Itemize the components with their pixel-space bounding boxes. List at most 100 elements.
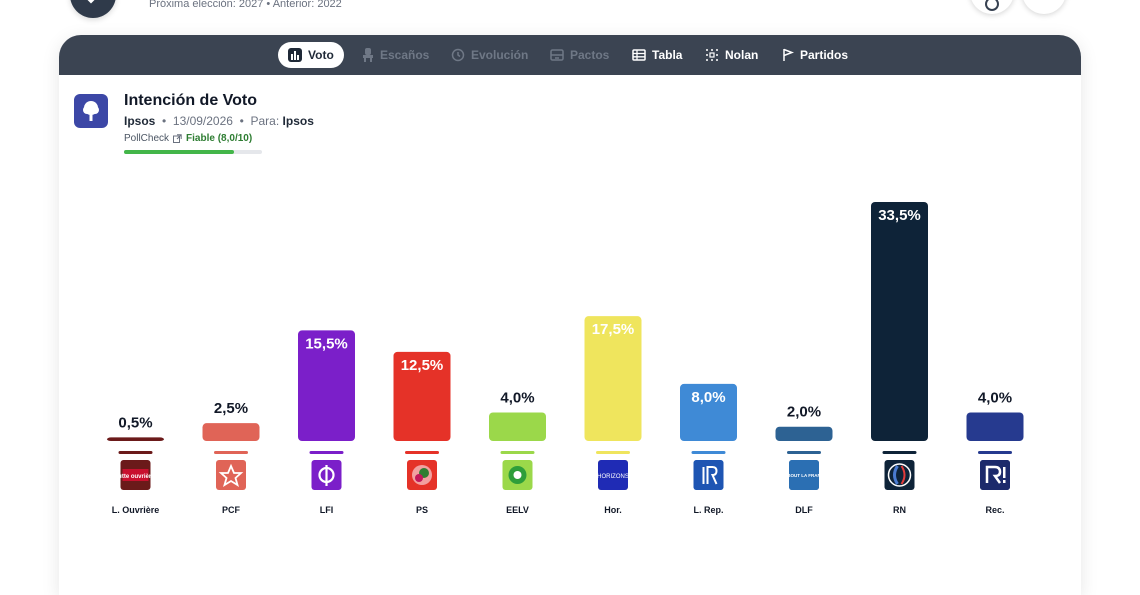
party-color-line <box>882 451 917 454</box>
les-republicains-logo-icon[interactable] <box>693 460 724 490</box>
external-link-icon[interactable] <box>173 134 182 143</box>
ps-rose-logo-icon[interactable] <box>407 460 437 490</box>
bar-5[interactable] <box>584 316 642 441</box>
gear-icon <box>985 0 999 11</box>
pcf-star-logo-icon[interactable] <box>216 460 246 490</box>
bar-4[interactable] <box>489 412 546 441</box>
bar-9[interactable] <box>966 412 1024 441</box>
reconquete-logo-icon[interactable] <box>980 460 1010 490</box>
bar-0[interactable] <box>107 437 164 441</box>
party-color-line <box>691 451 726 454</box>
lutte-ouvriere-logo-icon[interactable]: lutte ouvrière <box>116 460 155 490</box>
party-color-line <box>978 451 1012 454</box>
app-logo[interactable] <box>70 0 116 18</box>
for-value: Ipsos <box>282 114 314 128</box>
bar-3[interactable] <box>393 351 451 441</box>
meta-separator: • <box>162 114 167 128</box>
category-label: PCF <box>222 505 241 515</box>
bar-7[interactable] <box>775 426 833 441</box>
pollcheck-link[interactable]: PollCheck <box>124 133 170 144</box>
party-color-line <box>405 451 439 454</box>
tab-label: Partidos <box>800 48 849 62</box>
category-label: RN <box>893 505 906 515</box>
party-color-line <box>787 451 821 454</box>
bar-value-label: 15,5% <box>305 335 348 352</box>
bar-value-label: 0,5% <box>118 414 152 431</box>
bar-value-label: 33,5% <box>878 207 921 224</box>
app-header: Próxima elección: 2027 • Anterior: 2022 <box>0 0 1140 34</box>
tab-evolucion[interactable]: Evolución <box>441 42 538 68</box>
poll-meta: Ipsos • 13/09/2026 • Para: Ipsos <box>124 114 314 128</box>
eelv-logo-icon[interactable] <box>502 460 533 490</box>
category-label: Hor. <box>604 505 622 515</box>
bar-8[interactable] <box>871 202 928 441</box>
tab-tabla[interactable]: Tabla <box>622 42 692 68</box>
poll-date: 13/09/2026 <box>172 114 233 128</box>
tab-pactos[interactable]: Pactos <box>540 42 619 68</box>
bar-chart-icon <box>288 48 302 62</box>
bar-2[interactable] <box>298 330 355 441</box>
category-label: DLF <box>795 505 813 515</box>
poll-card: Voto Escaños Evolución Pactos Tabla <box>59 35 1081 595</box>
bar-value-label: 2,5% <box>214 400 248 417</box>
bar-value-label: 4,0% <box>978 389 1012 406</box>
bar-value-label: 17,5% <box>592 321 635 338</box>
pollster-name: Ipsos <box>124 114 156 128</box>
lfi-phi-logo-icon[interactable] <box>311 460 342 490</box>
check-icon <box>87 0 95 4</box>
settings-button[interactable] <box>970 0 1014 14</box>
bar-value-label: 2,0% <box>787 404 821 421</box>
rn-flame-logo-icon[interactable] <box>884 460 915 490</box>
bar-value-label: 8,0% <box>691 389 725 406</box>
for-label: Para: <box>250 114 280 128</box>
party-color-line <box>214 451 248 454</box>
vote-intention-chart: 0,5% lutte ouvrière L. Ouvrière 2,5% PCF 15,5… <box>107 202 1024 515</box>
category-label: EELV <box>506 505 529 515</box>
party-color-line <box>596 451 630 454</box>
election-dates: Próxima elección: 2027 • Anterior: 2022 <box>149 0 342 10</box>
bar-6[interactable] <box>680 383 737 441</box>
tab-nolan[interactable]: Nolan <box>695 42 768 68</box>
reliability-bar-fill <box>124 150 235 154</box>
tab-label: Tabla <box>652 48 683 62</box>
pacts-icon <box>550 49 564 61</box>
category-label: L. Rep. <box>693 505 723 515</box>
menu-button[interactable] <box>1022 0 1066 14</box>
poll-title: Intención de Voto <box>124 92 258 109</box>
meta-separator: • <box>239 114 244 128</box>
logo-text: lutte ouvrière <box>116 474 155 480</box>
tab-label: Pactos <box>570 48 610 62</box>
tab-label: Nolan <box>725 48 759 62</box>
bar-value-label: 4,0% <box>500 389 534 406</box>
pollster-avatar <box>74 94 108 128</box>
table-icon <box>632 49 646 61</box>
dlf-logo-icon[interactable]: DEBOUT LA FRANCE <box>781 460 827 490</box>
view-tabs: Voto Escaños Evolución Pactos Tabla <box>59 35 1081 75</box>
tab-partidos[interactable]: Partidos <box>772 42 858 68</box>
horizons-logo-icon[interactable]: HORIZONS <box>597 460 629 490</box>
category-label: LFI <box>320 505 334 515</box>
reliability-rating: Fiable (8,0/10) <box>186 133 253 144</box>
category-label: L. Ouvrière <box>112 505 160 515</box>
party-color-line <box>118 451 153 454</box>
tab-label: Escaños <box>380 48 430 62</box>
tree-logo-icon <box>83 101 99 121</box>
tab-label: Evolución <box>471 48 529 62</box>
pollcheck-row: PollCheck Fiable (8,0/10) <box>124 133 252 144</box>
flag-icon <box>783 48 794 61</box>
tab-escanos[interactable]: Escaños <box>352 42 439 68</box>
tab-label: Voto <box>308 48 334 62</box>
tab-voto[interactable]: Voto <box>278 42 344 68</box>
reliability-bar <box>124 150 262 154</box>
party-color-line <box>309 451 344 454</box>
seat-icon <box>363 48 373 62</box>
logo-text: HORIZONS <box>597 474 629 480</box>
bar-value-label: 12,5% <box>401 357 444 374</box>
history-icon <box>451 48 465 62</box>
category-label: Rec. <box>985 505 1004 515</box>
party-color-line <box>500 451 535 454</box>
category-label: PS <box>416 505 428 515</box>
bar-1[interactable] <box>202 423 260 441</box>
nolan-grid-icon <box>706 49 718 61</box>
logo-text: DEBOUT LA FRANCE <box>781 473 827 478</box>
